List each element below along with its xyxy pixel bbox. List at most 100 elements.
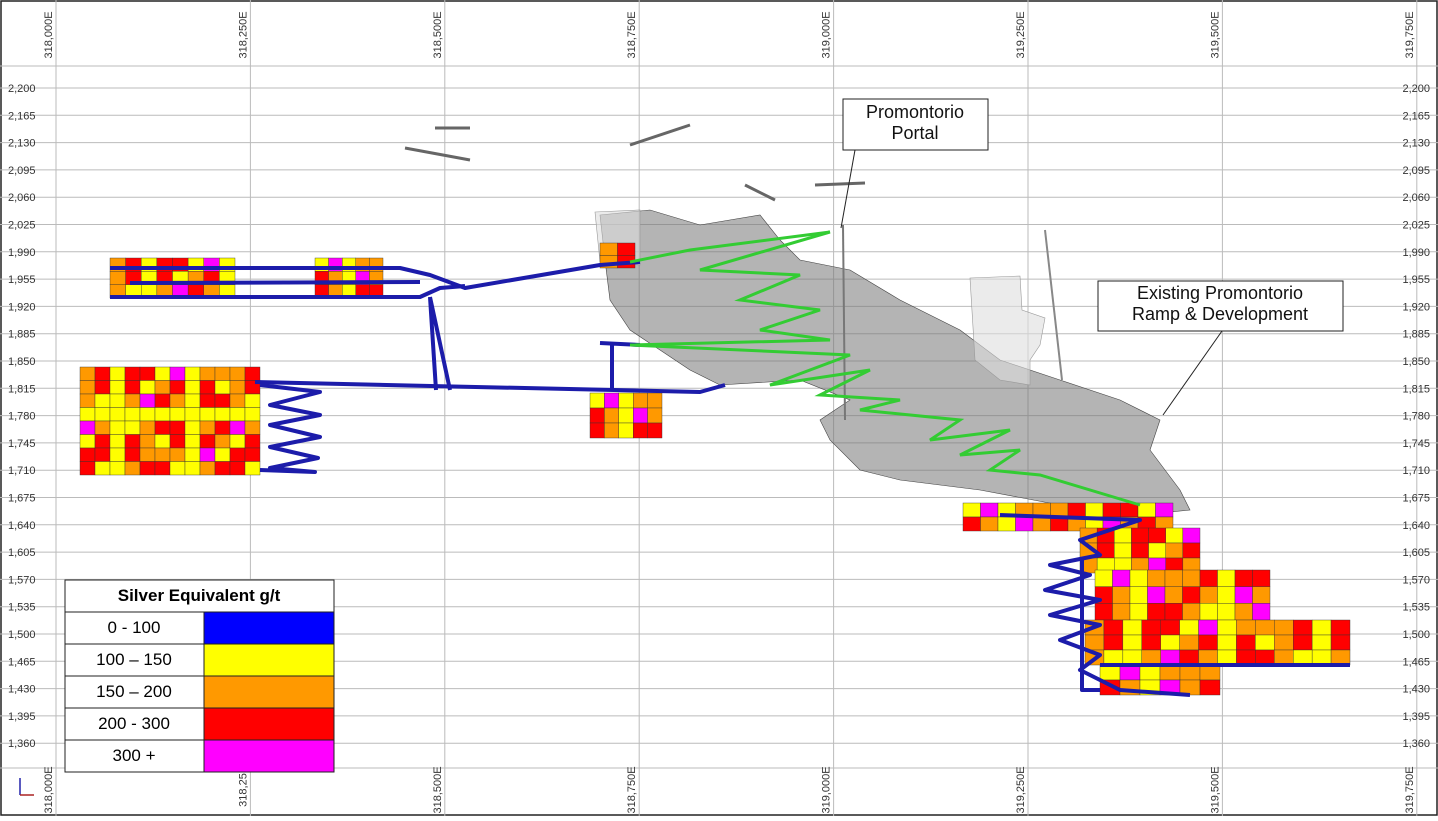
block-cell bbox=[1179, 619, 1199, 636]
callout-text: Ramp & Development bbox=[1132, 304, 1308, 324]
block-cell bbox=[1114, 542, 1132, 559]
y-label-right: 1,885 bbox=[1402, 329, 1430, 341]
block-cell bbox=[79, 420, 96, 435]
block-cell bbox=[1122, 619, 1142, 636]
block-cell bbox=[1199, 679, 1221, 696]
y-label-left: 2,095 bbox=[8, 165, 36, 177]
block-cell bbox=[1148, 527, 1166, 544]
x-label-bottom: 319,250E bbox=[1015, 766, 1027, 813]
legend-label: 100 – 150 bbox=[96, 650, 172, 669]
x-label-top: 319,500E bbox=[1209, 11, 1221, 58]
block-cell bbox=[647, 422, 663, 439]
block-cell bbox=[1122, 649, 1142, 666]
block-cell bbox=[1119, 664, 1141, 681]
block-cell bbox=[1236, 619, 1256, 636]
block-cell bbox=[1164, 603, 1183, 621]
y-label-left: 1,465 bbox=[8, 656, 36, 668]
block-cell bbox=[169, 407, 186, 422]
y-label-right: 1,955 bbox=[1402, 274, 1430, 286]
y-label-left: 2,060 bbox=[8, 192, 36, 204]
block-cell bbox=[1182, 586, 1201, 604]
block-cell bbox=[214, 461, 231, 476]
block-cell bbox=[1274, 649, 1294, 666]
block-cell bbox=[1112, 603, 1131, 621]
x-label-bottom: 319,750E bbox=[1404, 766, 1416, 813]
block-cell bbox=[1164, 569, 1183, 587]
block-cell bbox=[1160, 619, 1180, 636]
x-label-bottom: 318,500E bbox=[432, 766, 444, 813]
block-cell bbox=[124, 434, 141, 449]
block-cell bbox=[980, 502, 999, 518]
block-cell bbox=[169, 380, 186, 395]
x-label-top: 318,500E bbox=[432, 11, 444, 58]
block-cell bbox=[1234, 569, 1253, 587]
block-cell bbox=[1179, 634, 1199, 651]
x-label-bottom: 318,25 bbox=[237, 773, 249, 807]
block-cell bbox=[214, 420, 231, 435]
block-cell bbox=[1141, 634, 1161, 651]
block-cell bbox=[647, 392, 663, 409]
y-label-left: 1,360 bbox=[8, 738, 36, 750]
block-cell bbox=[229, 447, 246, 462]
block-cell bbox=[1199, 603, 1218, 621]
block-cell bbox=[1099, 664, 1121, 681]
block-cell bbox=[980, 516, 999, 532]
block-cell bbox=[199, 434, 216, 449]
legend-swatch bbox=[203, 675, 335, 709]
block-cell bbox=[199, 447, 216, 462]
block-cell bbox=[1094, 603, 1113, 621]
legend-swatch bbox=[203, 611, 335, 645]
block-cell bbox=[604, 407, 620, 424]
block-cell bbox=[1236, 634, 1256, 651]
y-label-left: 1,675 bbox=[8, 493, 36, 505]
block-cell bbox=[154, 461, 171, 476]
block-cell bbox=[1155, 502, 1174, 518]
block-cell bbox=[1199, 586, 1218, 604]
y-label-right: 1,815 bbox=[1402, 383, 1430, 395]
legend-title-cell bbox=[64, 579, 335, 613]
block-cell bbox=[229, 407, 246, 422]
block-cell bbox=[169, 420, 186, 435]
block-cell bbox=[1255, 634, 1275, 651]
y-label-right: 2,165 bbox=[1402, 110, 1430, 122]
block-cell bbox=[962, 502, 981, 518]
block-cell bbox=[1330, 649, 1351, 666]
block-cell bbox=[109, 420, 126, 435]
block-cell bbox=[1131, 542, 1149, 559]
block-cell bbox=[244, 407, 261, 422]
block-cell bbox=[1311, 619, 1332, 636]
y-label-left: 1,850 bbox=[8, 356, 36, 368]
block-cell bbox=[1165, 527, 1184, 544]
block-cell bbox=[139, 420, 156, 435]
block-cell bbox=[1252, 569, 1271, 587]
block-cell bbox=[199, 393, 216, 408]
y-label-right: 1,360 bbox=[1402, 738, 1430, 750]
callout-leader bbox=[1162, 330, 1223, 416]
block-cell bbox=[1217, 649, 1237, 666]
block-cell bbox=[244, 366, 261, 381]
block-cell bbox=[1252, 603, 1271, 621]
y-label-left: 1,710 bbox=[8, 465, 36, 477]
block-cell bbox=[184, 461, 201, 476]
x-label-bottom: 319,500E bbox=[1209, 766, 1221, 813]
block-cell bbox=[79, 393, 96, 408]
block-cell bbox=[154, 366, 171, 381]
block-cell bbox=[199, 366, 216, 381]
block-cell bbox=[244, 461, 261, 476]
block-cell bbox=[244, 393, 261, 408]
block-cell bbox=[169, 434, 186, 449]
block-cell bbox=[109, 271, 126, 285]
block-cell bbox=[199, 420, 216, 435]
callout-text: Promontorio bbox=[866, 102, 964, 122]
legend-label-cell bbox=[64, 675, 205, 709]
block-cell bbox=[1129, 569, 1148, 587]
block-cell bbox=[229, 434, 246, 449]
legend-label-cell bbox=[64, 611, 205, 645]
block-cell bbox=[109, 407, 126, 422]
block-cell bbox=[1198, 649, 1218, 666]
block-cell bbox=[214, 380, 231, 395]
block-cell bbox=[94, 380, 111, 395]
block-cell bbox=[79, 366, 96, 381]
block-cell bbox=[169, 461, 186, 476]
block-cell bbox=[154, 420, 171, 435]
